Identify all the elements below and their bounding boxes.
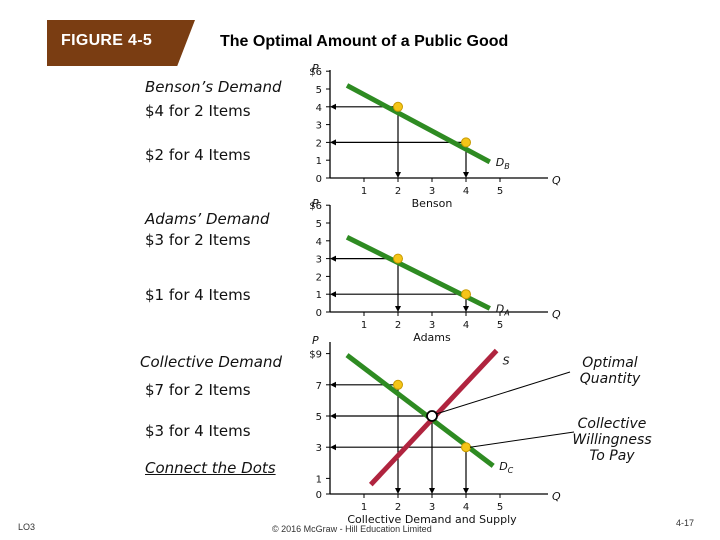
chart1-y-tick-label: 4	[316, 103, 322, 114]
chart3-guide-arrowhead	[330, 413, 336, 419]
chart2-y-tick-label: 2	[316, 272, 322, 283]
benson-heading: Benson’s Demand	[145, 78, 282, 96]
chart3-guide-arrowhead	[429, 488, 435, 494]
chart3-x-axis-label: Collective Demand and Supply	[347, 513, 517, 526]
benson-point-2: $2 for 4 Items	[145, 146, 251, 164]
chart1-x-tick-label: 4	[463, 186, 469, 197]
chart2-x-axis-label: Adams	[413, 331, 451, 344]
chart3-y-tick-label: 0	[316, 490, 322, 501]
chart2-guide-arrowhead	[395, 306, 401, 312]
chart3-data-point	[393, 379, 403, 390]
chart2-guide-arrowhead	[330, 255, 336, 262]
chart3-x-tick-label: 3	[429, 502, 435, 513]
chart3-series-demand-line	[345, 353, 495, 468]
chart1-y-tick-label: $6	[309, 67, 322, 78]
chart1-x-axis-symbol: Q	[552, 174, 561, 187]
chart2-y-tick-label: 3	[316, 255, 322, 266]
chart3-x-axis-symbol: Q	[552, 490, 561, 503]
chart1-x-tick-label: 5	[497, 186, 503, 197]
chart1-guide-arrowhead	[463, 172, 469, 178]
chart1-y-tick-label: 1	[316, 156, 322, 167]
chart1-y-tick-label: 5	[316, 85, 322, 96]
chart3-y-tick-label: 3	[316, 443, 322, 454]
chart3-x-tick-label: 5	[497, 502, 503, 513]
chart1-data-point	[393, 101, 403, 112]
chart1-data-point	[461, 137, 471, 148]
chart3-optimal-pointer	[435, 371, 571, 415]
chart3-guide-arrowhead	[395, 488, 401, 494]
chart2-series-label: DA	[496, 302, 510, 317]
chart3-x-tick-label: 1	[361, 502, 367, 513]
chart3-y-tick-label: 1	[316, 474, 322, 485]
adams-point-2: $1 for 4 Items	[145, 286, 251, 304]
chart2-x-tick-label: 1	[361, 320, 367, 331]
chart2-x-tick-label: 3	[429, 320, 435, 331]
chart1-y-axis-symbol: P	[312, 62, 319, 75]
chart2-y-axis-symbol: P	[312, 197, 319, 210]
chart3-x-tick-label: 4	[463, 502, 469, 513]
page-number: 4-17	[676, 518, 695, 528]
collective-willingness-label: Collective Willingness To Pay	[572, 416, 652, 464]
copyright: © 2016 McGraw - Hill Education Limited	[272, 524, 432, 534]
chart3-series-label: DC	[499, 460, 513, 475]
chart2-y-tick-label: $6	[309, 201, 322, 212]
chart2-data-point	[393, 253, 403, 264]
chart1-x-tick-label: 1	[361, 186, 367, 197]
learning-objective: LO3	[18, 522, 36, 532]
collective-point-2: $3 for 4 Items	[145, 422, 251, 440]
chart2-guide-arrowhead	[330, 291, 336, 298]
chart3-y-tick-label: 7	[316, 381, 322, 392]
chart2-y-tick-label: 4	[316, 237, 322, 248]
chart1-series-label: DB	[496, 156, 510, 171]
figure-title: The Optimal Amount of a Public Good	[220, 33, 509, 50]
adams-heading: Adams’ Demand	[145, 210, 270, 228]
chart3-series-label: S	[503, 354, 510, 367]
chart2-y-tick-label: 1	[316, 290, 322, 301]
chart3-y-tick-label: $9	[309, 350, 322, 361]
collective-point-1: $7 for 2 Items	[145, 381, 251, 399]
chart1-guide-arrowhead	[330, 139, 336, 146]
chart3-guide-arrowhead	[330, 444, 336, 451]
chart2-x-tick-label: 5	[497, 320, 503, 331]
chart3-guide-arrowhead	[463, 488, 469, 494]
chart2-y-tick-label: 5	[316, 219, 322, 230]
chart2-x-axis-symbol: Q	[552, 308, 561, 321]
chart2-data-point	[461, 289, 471, 300]
chart1-series-demand-line	[345, 83, 491, 165]
chart2-guide-arrowhead	[463, 306, 469, 312]
chart3-guide-arrowhead	[330, 381, 336, 388]
chart2-x-tick-label: 2	[395, 320, 401, 331]
collective-heading: Collective Demand	[140, 353, 282, 371]
chart3-y-axis-symbol: P	[312, 334, 319, 347]
chart2-x-tick-label: 4	[463, 320, 469, 331]
figure-label-tab: FIGURE 4-5	[47, 20, 195, 66]
chart1-y-tick-label: 3	[316, 121, 322, 132]
chart3-equilibrium-point	[426, 410, 438, 422]
chart3-willingness-pointer	[469, 431, 575, 448]
chart1-guide-arrowhead	[395, 172, 401, 178]
optimal-quantity-label: Optimal Quantity	[579, 355, 641, 387]
chart3-data-point	[461, 442, 471, 453]
chart2-y-tick-label: 0	[316, 308, 322, 319]
chart1-x-tick-label: 2	[395, 186, 401, 197]
chart1-y-tick-label: 2	[316, 138, 322, 149]
chart3-x-tick-label: 2	[395, 502, 401, 513]
chart1-y-tick-label: 0	[316, 174, 322, 185]
benson-point-1: $4 for 2 Items	[145, 102, 251, 120]
figure-label: FIGURE 4-5	[61, 32, 153, 49]
chart3-y-tick-label: 5	[316, 412, 322, 423]
connect-the-dots: Connect the Dots	[145, 459, 276, 477]
chart1-x-tick-label: 3	[429, 186, 435, 197]
chart1-guide-arrowhead	[330, 103, 336, 110]
chart1-x-axis-label: Benson	[412, 197, 453, 210]
adams-point-1: $3 for 2 Items	[145, 231, 251, 249]
